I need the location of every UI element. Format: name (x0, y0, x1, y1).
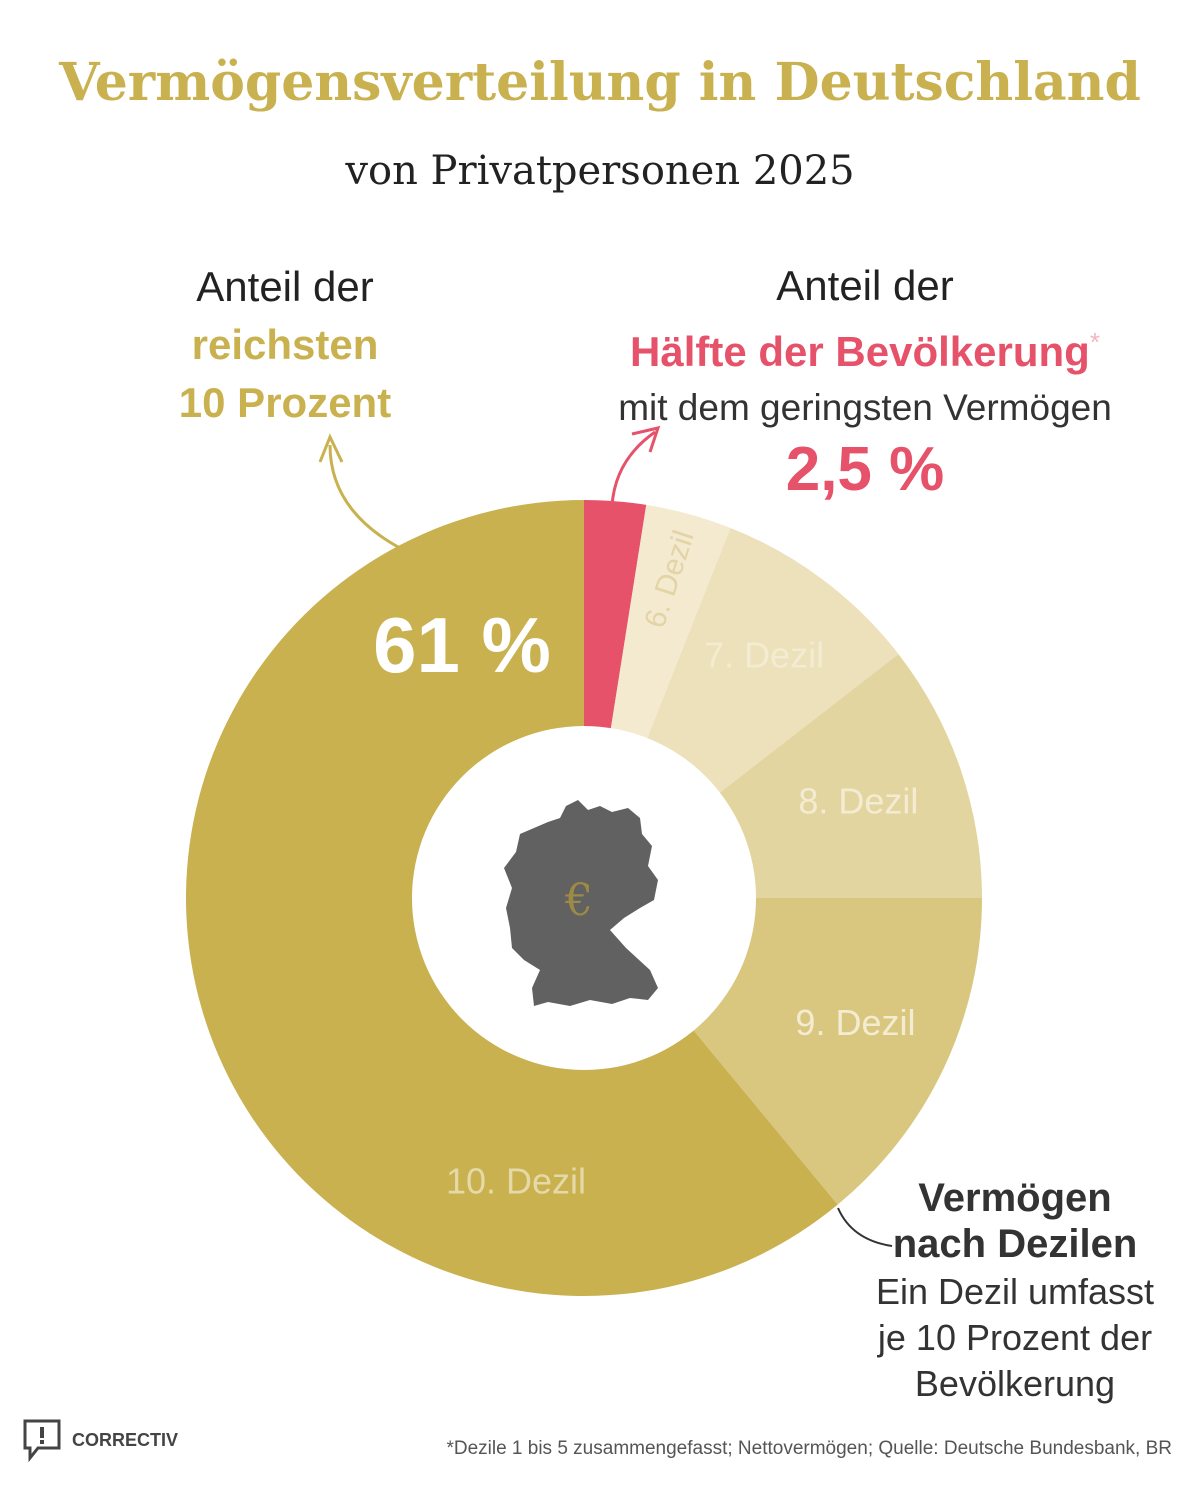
slice-label-7: 7. Dezil (704, 635, 824, 676)
legend-heading-1: Vermögen (918, 1176, 1112, 1220)
callout-richest-line2: reichsten (191, 321, 379, 368)
callout-poorest-line1: Anteil der (776, 262, 954, 309)
arrow-left-icon (328, 444, 401, 550)
publisher-logo: CORRECTIV (22, 1419, 179, 1462)
legend-note: Vermögen nach Dezilen Ein Dezil umfasst … (850, 1175, 1180, 1405)
arrow-right-icon (610, 430, 656, 507)
footer-source: *Dezile 1 bis 5 zusammengefasst; Nettove… (446, 1438, 1172, 1459)
legend-heading-2: nach Dezilen (892, 1222, 1138, 1266)
logo-text: CORRECTIV (72, 1429, 179, 1450)
euro-symbol: € (564, 875, 593, 926)
chart-title: Vermögensverteilung in Deutschland (59, 52, 1141, 113)
legend-leader-line (837, 1207, 893, 1247)
callout-richest-line1: Anteil der (196, 263, 374, 310)
callout-richest: Anteil der reichsten 10 Prozent (130, 258, 440, 432)
legend-desc-2: je 10 Prozent der (877, 1317, 1153, 1358)
legend-desc-3: Bevölkerung (914, 1363, 1116, 1404)
chart-subtitle: von Privatpersonen 2025 (345, 148, 855, 194)
callout-poorest-half: Anteil der Hälfte der Bevölkerung* mit d… (560, 258, 1170, 504)
slice-label-10: 10. Dezil (446, 1161, 586, 1202)
callout-poorest-line3: mit dem geringsten Vermögen (618, 387, 1112, 428)
slice-label-8: 8. Dezil (798, 781, 918, 822)
callout-poorest-highlight: Hälfte der Bevölkerung (630, 328, 1090, 375)
callout-richest-line3: 10 Prozent (178, 379, 392, 426)
arrowhead-right-icon (631, 425, 661, 453)
slice-label-9: 9. Dezil (795, 1002, 915, 1043)
legend-desc-1: Ein Dezil umfasst (875, 1271, 1155, 1312)
speech-bubble-exclamation-icon (23, 1419, 61, 1462)
arrowhead-left-icon (318, 433, 344, 463)
callout-asterisk: * (1089, 327, 1100, 357)
callout-poorest-value: 2,5 % (785, 435, 945, 504)
slice-value-label-top10: 61 % (373, 601, 551, 689)
germany-map-icon (504, 800, 658, 1006)
